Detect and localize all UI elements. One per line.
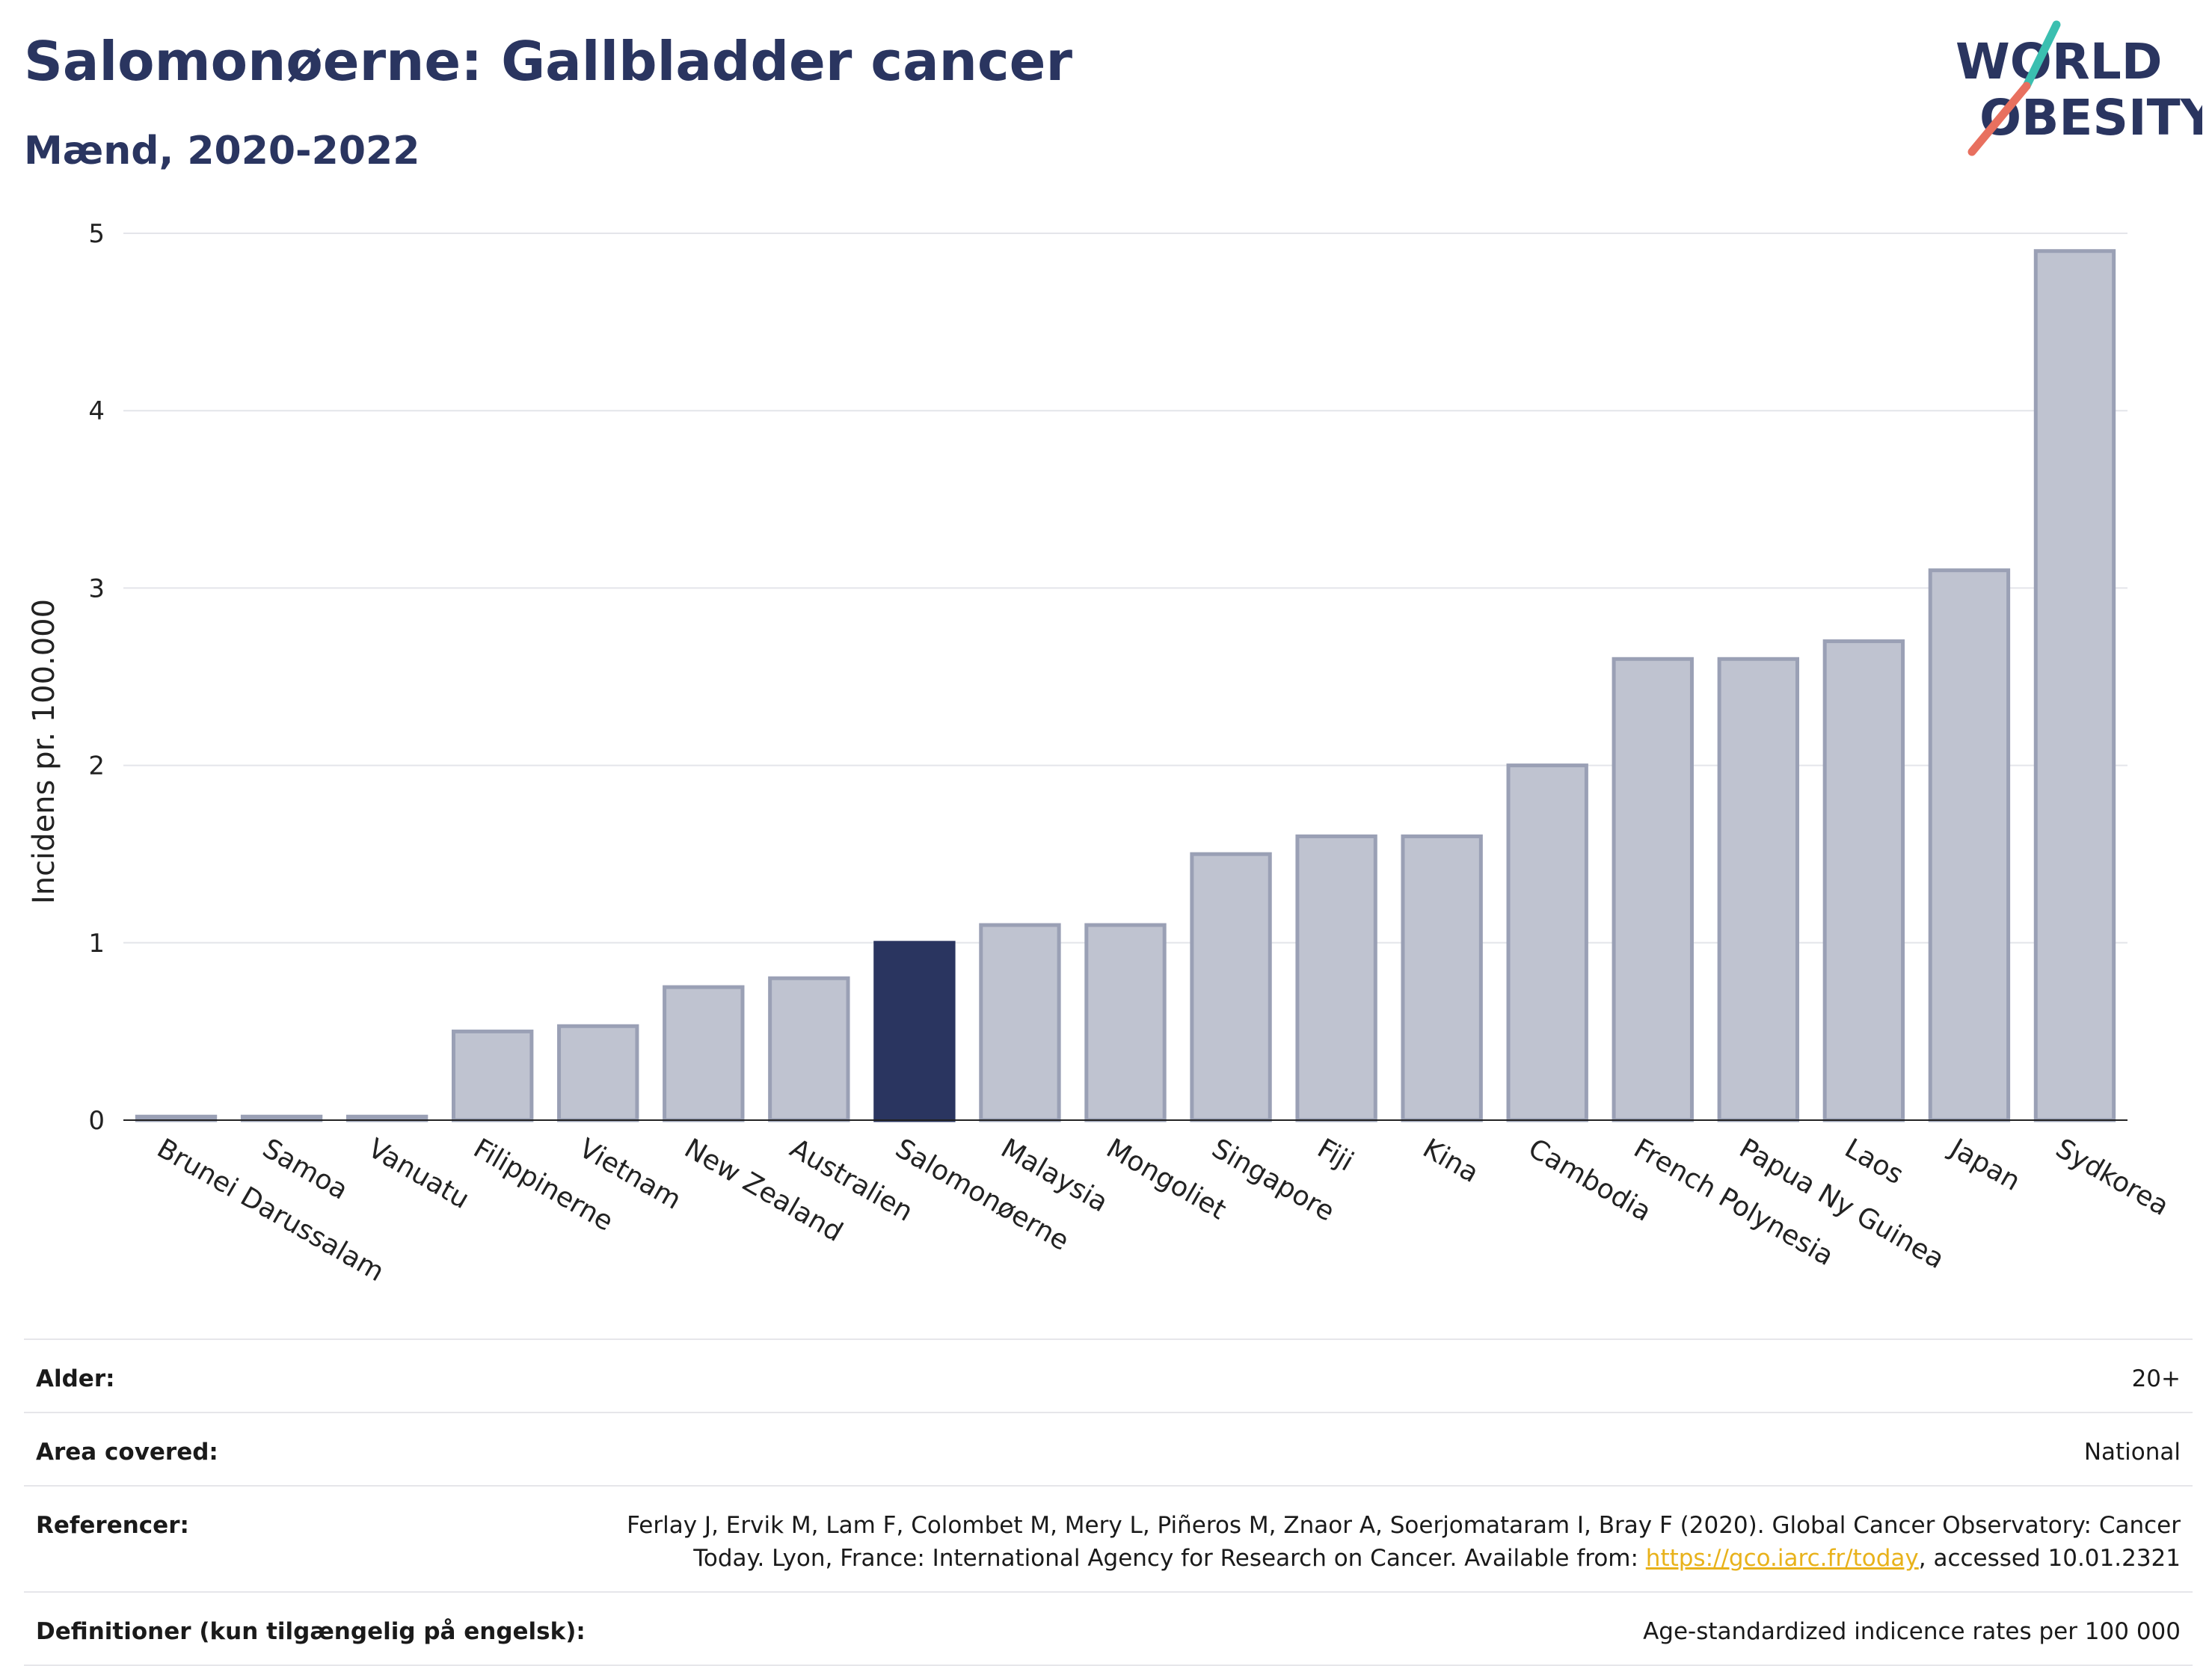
bar-kina bbox=[1401, 834, 1483, 1122]
info-key: Referencer: bbox=[36, 1512, 189, 1539]
info-key: Alder: bbox=[36, 1365, 115, 1392]
logo-slash-teal bbox=[2022, 20, 2061, 90]
info-value: National bbox=[2083, 1439, 2181, 1466]
info-key: Area covered: bbox=[36, 1439, 218, 1466]
bar-mongoliet bbox=[1084, 923, 1167, 1122]
y-tick-label: 1 bbox=[88, 929, 105, 959]
info-row-age: Alder: 20+ bbox=[24, 1338, 2193, 1412]
bar-filippinerne bbox=[451, 1029, 534, 1122]
logo-line-1: WORLD bbox=[1956, 33, 2163, 90]
x-tick-label: Vanuatu bbox=[363, 1133, 474, 1215]
info-key: Definitioner (kun tilgængelig på engelsk… bbox=[36, 1618, 586, 1645]
x-tick-label: Sydkorea bbox=[2050, 1133, 2174, 1222]
info-row-area: Area covered: National bbox=[24, 1412, 2193, 1485]
bar-french-polynesia bbox=[1612, 657, 1694, 1122]
x-tick-label: Fiji bbox=[1312, 1133, 1359, 1178]
x-tick-label: Laos bbox=[1840, 1133, 1908, 1190]
y-tick-label: 3 bbox=[88, 574, 105, 603]
y-axis-label: Incidens pr. 100.000 bbox=[27, 599, 61, 904]
info-value: Age-standardized indicence rates per 100… bbox=[1643, 1618, 2181, 1645]
info-value: Ferlay J, Ervik M, Lam F, Colombet M, Me… bbox=[573, 1509, 2181, 1575]
x-tick-label: Salomonøerne bbox=[890, 1133, 1074, 1257]
chart-title: Salomonøerne: Gallbladder cancer bbox=[24, 30, 1072, 93]
chart-subtitle: Mænd, 2020-2022 bbox=[24, 129, 420, 173]
bar-laos bbox=[1822, 639, 1905, 1122]
y-tick-label: 0 bbox=[88, 1106, 105, 1136]
bars bbox=[135, 249, 2116, 1122]
bar-japan bbox=[1928, 568, 2011, 1122]
bar-fiji bbox=[1295, 834, 1377, 1122]
x-tick-label: Japan bbox=[1944, 1132, 2025, 1197]
bar-salomon-erne bbox=[873, 941, 956, 1122]
info-value: 20+ bbox=[2131, 1365, 2181, 1392]
bar-australien bbox=[768, 976, 850, 1122]
info-row-references: Referencer: Ferlay J, Ervik M, Lam F, Co… bbox=[24, 1485, 2193, 1591]
y-tick-label: 2 bbox=[88, 751, 105, 781]
reference-accessed: , accessed 10.01.2321 bbox=[1918, 1545, 2181, 1572]
info-row-definitions: Definitioner (kun tilgængelig på engelsk… bbox=[24, 1591, 2193, 1666]
bar-singapore bbox=[1190, 852, 1272, 1122]
reference-link[interactable]: https://gco.iarc.fr/today bbox=[1645, 1545, 1919, 1572]
x-tick-label: Mongoliet bbox=[1102, 1133, 1232, 1226]
reference-text: Ferlay J, Ervik M, Lam F, Colombet M, Me… bbox=[627, 1512, 2181, 1572]
info-table: Alder: 20+ Area covered: National Refere… bbox=[24, 1338, 2193, 1666]
bar-malaysia bbox=[979, 923, 1061, 1122]
bar-cambodia bbox=[1506, 763, 1588, 1122]
y-tick-label: 4 bbox=[88, 396, 105, 426]
y-tick-label: 5 bbox=[88, 219, 105, 249]
x-tick-label: French Polynesia bbox=[1629, 1133, 1839, 1272]
bar-papua-ny-guinea bbox=[1717, 657, 1800, 1122]
x-tick-label: Kina bbox=[1418, 1133, 1484, 1189]
bar-new-zealand bbox=[663, 985, 745, 1122]
y-axis-ticks: 0 1 2 3 4 5 bbox=[88, 219, 105, 1136]
bar-sydkorea bbox=[2033, 249, 2116, 1122]
world-obesity-logo: WORLD OBESITY bbox=[1956, 20, 2202, 156]
logo-slash-coral bbox=[1967, 82, 2031, 156]
bar-vietnam bbox=[557, 1024, 639, 1122]
